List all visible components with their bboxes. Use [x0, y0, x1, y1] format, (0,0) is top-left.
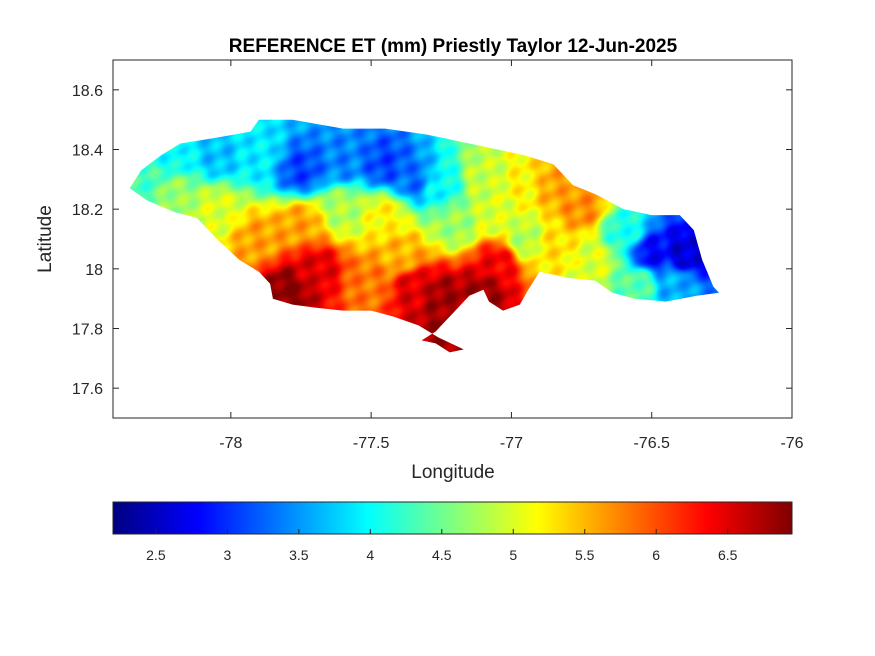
x-axis-label: Longitude — [411, 462, 494, 483]
y-axis-label: Latitude — [35, 205, 56, 273]
y-axis-ticks: 17.6 17.8 18 18.2 18.4 18.6 — [72, 83, 792, 398]
colorbar-tick-label: 5.5 — [575, 547, 595, 563]
x-tick-label: -76 — [780, 435, 803, 452]
colorbar-tick-label: 2.5 — [146, 547, 166, 563]
et-field-image — [129, 119, 720, 353]
x-tick-label: -78 — [219, 435, 242, 452]
y-tick-label: 18.6 — [72, 83, 103, 100]
y-tick-label: 18 — [85, 262, 103, 279]
colorbar-tick-label: 4.5 — [432, 547, 452, 563]
x-tick-label: -77.5 — [353, 435, 390, 452]
colorbar-tick-label: 5 — [509, 547, 517, 563]
colorbar-tick-label: 3 — [223, 547, 231, 563]
colorbar-tick-label: 3.5 — [289, 547, 309, 563]
y-tick-label: 17.6 — [72, 381, 103, 398]
chart-title: REFERENCE ET (mm) Priestly Taylor 12-Jun… — [229, 36, 678, 57]
x-tick-label: -76.5 — [633, 435, 670, 452]
plot-axes-box — [112, 59, 793, 419]
colorbar-tick-label: 4 — [366, 547, 374, 563]
x-tick-label: -77 — [500, 435, 523, 452]
colorbar-tick-label: 6.5 — [718, 547, 738, 563]
y-tick-label: 17.8 — [72, 322, 103, 339]
et-map-layer — [129, 119, 720, 353]
y-tick-label: 18.4 — [72, 143, 103, 160]
y-tick-label: 18.2 — [72, 202, 103, 219]
colorbar-ticks: 2.5 3 3.5 4 4.5 5 5.5 6 6.5 — [146, 529, 738, 563]
x-axis-ticks: -78 -77.5 -77 -76.5 -76 — [219, 60, 804, 452]
colorbar — [112, 501, 793, 535]
colorbar-tick-label: 6 — [652, 547, 660, 563]
